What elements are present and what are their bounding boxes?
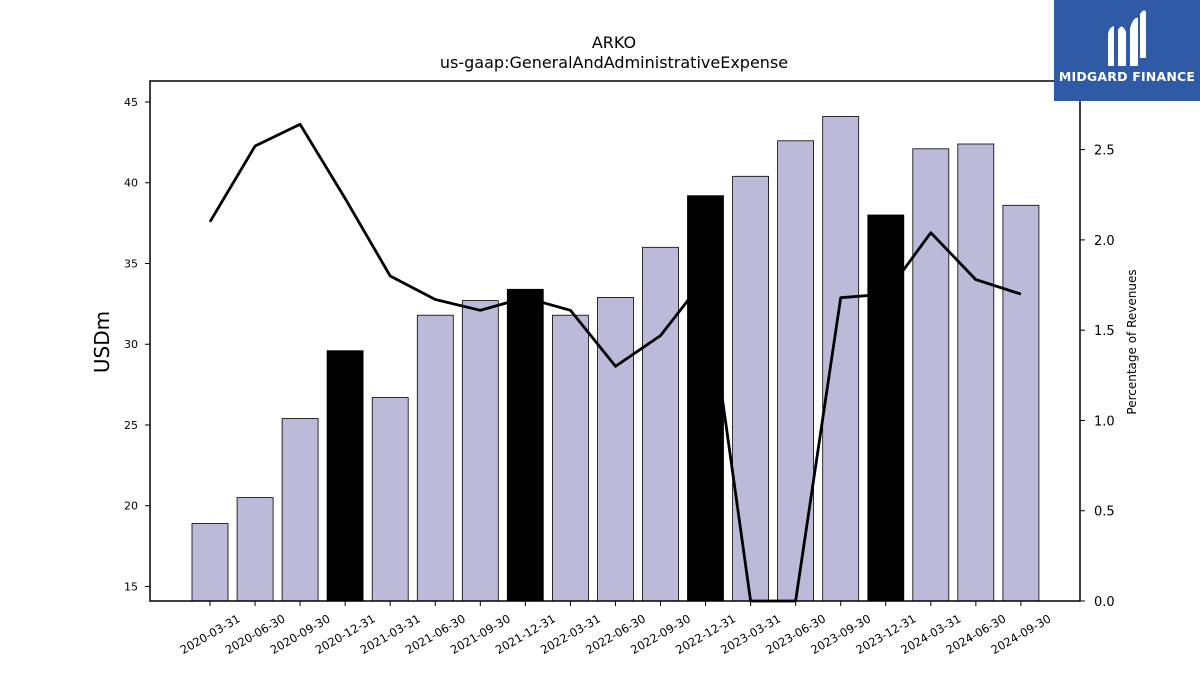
bar-2020-03-31 — [191, 523, 229, 602]
bar-2023-03-31 — [732, 175, 769, 602]
y-tick-label: 25 — [124, 419, 138, 432]
bar-2022-09-30 — [642, 246, 679, 602]
y-tick-label: 45 — [124, 96, 138, 109]
bar-2024-06-30 — [957, 143, 995, 602]
y-axis-label: USDm — [90, 311, 114, 373]
y2-tick-label: 1.5 — [1094, 324, 1115, 339]
bar-2020-12-31 — [326, 350, 364, 602]
y2-tick-label: 0.0 — [1094, 595, 1115, 610]
bar-2020-06-30 — [236, 497, 274, 602]
plot-area: 152025303540450.00.51.01.52.02.52020-03-… — [124, 80, 1115, 657]
chart-subtitle: us-gaap:GeneralAndAdministrativeExpense — [440, 53, 788, 72]
bar-2023-06-30 — [777, 140, 814, 602]
y-tick-label: 20 — [124, 500, 138, 513]
midgard-logo-icon — [1108, 10, 1146, 67]
bar-2021-06-30 — [416, 314, 454, 602]
y-tick-label: 40 — [124, 177, 138, 190]
brand-name: MIDGARD FINANCE — [1058, 69, 1196, 84]
y2-tick-label: 1.0 — [1094, 414, 1115, 429]
bar-2024-03-31 — [912, 148, 950, 602]
y-tick-label: 35 — [124, 257, 138, 270]
bar-2022-12-31 — [687, 195, 724, 602]
y2-tick-label: 2.0 — [1094, 234, 1115, 249]
bar-2021-09-30 — [461, 300, 499, 602]
bar-2022-06-30 — [597, 296, 634, 602]
y-tick-label: 15 — [124, 580, 138, 593]
chart-title: ARKO — [592, 33, 636, 52]
bar-2020-09-30 — [281, 418, 319, 602]
y2-tick-label: 2.5 — [1094, 144, 1115, 159]
bar-2022-03-31 — [552, 314, 589, 602]
bar-2023-12-31 — [867, 214, 905, 602]
bar-2023-09-30 — [822, 116, 860, 602]
line-series-pct-revenue — [208, 122, 1022, 603]
bar-2021-12-31 — [506, 288, 544, 602]
y-tick-label: 30 — [124, 338, 138, 351]
brand-logo: MIDGARD FINANCE — [1054, 0, 1200, 101]
bar-2021-03-31 — [371, 397, 409, 602]
bar-2024-09-30 — [1002, 204, 1040, 602]
y2-axis-label: Percentage of Revenues — [1125, 269, 1139, 414]
y2-tick-label: 0.5 — [1094, 505, 1115, 520]
